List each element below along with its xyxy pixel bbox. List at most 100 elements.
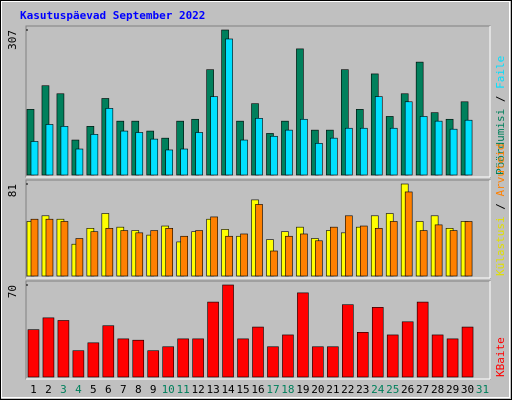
bar [341,69,349,176]
bar [356,332,369,378]
bar [117,338,130,378]
x-tick-label: 25 [386,383,399,396]
bar [75,238,84,277]
bar [102,325,115,378]
bar [120,130,129,176]
bar [267,346,279,378]
x-tick-label: 17 [266,383,279,396]
legend-separator: / [494,197,507,217]
x-tick-label: 16 [251,383,264,396]
x-tick-label: 22 [341,383,354,396]
x-tick-label: 7 [120,383,127,396]
bar [180,148,188,176]
bar [300,233,308,277]
bar [176,120,184,176]
bar [431,334,444,378]
x-tick-label: 5 [90,383,97,396]
bar [342,304,354,378]
bar [195,230,203,277]
bar [72,350,85,378]
x-tick-label: 15 [236,383,249,396]
bar [404,101,413,176]
x-tick-label: 28 [431,383,444,396]
x-tick-label: 24 [371,383,385,396]
x-tick-label: 9 [150,383,157,396]
x-tick-label: 8 [135,383,142,396]
bar [285,129,293,176]
bar [240,139,248,176]
legend: KBaite [494,337,507,377]
bar [60,221,69,277]
bar [297,292,309,378]
bar [419,116,428,176]
bar [252,326,264,378]
bar [210,96,218,176]
bar [60,126,69,176]
bar [132,339,145,378]
x-tick-label: 26 [401,383,414,396]
bar [389,127,398,176]
legend-entry: KBaite [494,337,507,377]
bar [90,231,99,277]
bar [135,132,144,176]
bar [386,334,399,378]
bar [105,108,114,176]
bar [255,118,263,176]
bar [327,346,339,378]
bar [359,127,368,176]
bar [315,143,323,176]
x-tick-label: 19 [296,383,309,396]
x-tick-label: 13 [206,383,219,396]
bar [434,224,443,277]
x-tick-label: 14 [221,383,235,396]
legend-entry: Pöördumisi [494,109,507,175]
x-tick-label: 2 [45,383,52,396]
bar [446,338,459,378]
bar [401,321,414,378]
legend-entry: Külastusi [494,216,507,276]
bar [345,215,353,277]
bar [270,250,278,277]
bar [374,227,383,277]
bar [312,346,324,378]
bar [315,240,323,277]
x-tick-label: 1 [30,383,37,396]
legend-separator: / [494,89,507,109]
x-tick-label: 29 [446,383,459,396]
bar [419,230,428,277]
x-tick-label: 6 [105,383,112,396]
bar [330,137,338,176]
x-tick-label: 4 [75,383,82,396]
x-tick-label: 20 [311,383,324,396]
bar [282,334,294,378]
bar [464,119,473,176]
x-tick-label: 27 [416,383,429,396]
bar [27,329,40,378]
legend-entry: Faile [494,56,507,89]
x-tick-label: 12 [192,383,205,396]
bar [330,226,338,277]
chart-title: Kasutuspäevad September 2022 [20,9,205,22]
bar [165,227,174,277]
bar [30,218,39,277]
bar [461,326,474,378]
bar [75,148,84,176]
bar [210,216,218,277]
x-tick-label: 18 [281,383,294,396]
bar [237,338,249,378]
bar [195,132,203,176]
bar [147,350,160,378]
legend: Külastusi / Arvuteid [494,144,507,276]
y-tick-label: 307 [6,30,19,50]
bar [120,230,129,277]
legend-entry: Arvuteid [494,144,507,197]
bar [404,191,413,277]
bar [345,127,353,176]
bar [222,284,234,378]
bar [416,301,429,378]
x-tick-label: 30 [461,383,474,396]
bar [359,225,368,277]
bar [270,135,278,176]
legend: Pöördumisi / Faile [494,56,507,175]
